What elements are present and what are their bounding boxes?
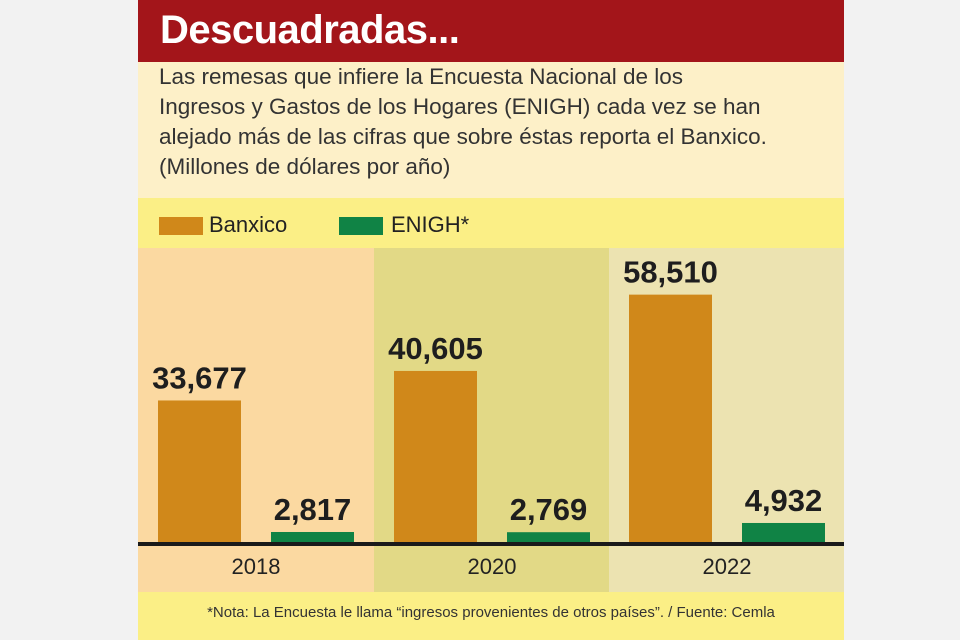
- data-label-enigh-2022: 4,932: [745, 483, 823, 518]
- tick-label-2020: 2020: [468, 554, 517, 579]
- description-line-3: alejado más de las cifras que sobre ésta…: [159, 124, 767, 149]
- data-label-banxico-2018: 33,677: [152, 360, 247, 395]
- legend-label-enigh: ENIGH*: [391, 212, 470, 237]
- plot-area: 33,677 2,817 2018 40,605 2,769 2020 58,510 4,93…: [138, 248, 844, 592]
- tick-label-2022: 2022: [703, 554, 752, 579]
- bar-enigh-2020: [507, 532, 590, 544]
- legend-label-banxico: Banxico: [209, 212, 288, 237]
- legend-swatch-banxico: [159, 217, 203, 235]
- bar-banxico-2018: [158, 400, 241, 544]
- legend: Banxico ENIGH*: [138, 198, 844, 248]
- footer: *Nota: La Encuesta le llama “ingresos pr…: [138, 592, 844, 640]
- bar-banxico-2022: [629, 294, 712, 544]
- bar-banxico-2020: [394, 370, 477, 544]
- legend-swatch-enigh: [339, 217, 383, 235]
- chart-title: Descuadradas...: [160, 8, 460, 52]
- bar-enigh-2018: [271, 531, 354, 544]
- description-line-2: Ingresos y Gastos de los Hogares (ENIGH)…: [159, 94, 761, 119]
- header-banner: Descuadradas...: [138, 0, 844, 62]
- description-block: Las remesas que infiere la Encuesta Naci…: [138, 62, 844, 198]
- data-label-enigh-2020: 2,769: [510, 492, 588, 527]
- tick-label-2018: 2018: [232, 554, 281, 579]
- description-line-1: Las remesas que infiere la Encuesta Naci…: [159, 64, 684, 89]
- data-label-enigh-2018: 2,817: [274, 492, 352, 527]
- data-label-banxico-2020: 40,605: [388, 331, 483, 366]
- description-line-4: (Millones de dólares por año): [159, 154, 451, 179]
- bar-enigh-2022: [742, 522, 825, 544]
- infographic-card: Descuadradas... Las remesas que infiere …: [138, 0, 844, 640]
- footnote: *Nota: La Encuesta le llama “ingresos pr…: [207, 604, 775, 621]
- bar-chart: 33,677 2,817 2018 40,605 2,769 2020 58,510 4,93…: [138, 255, 844, 579]
- data-label-banxico-2022: 58,510: [623, 255, 718, 290]
